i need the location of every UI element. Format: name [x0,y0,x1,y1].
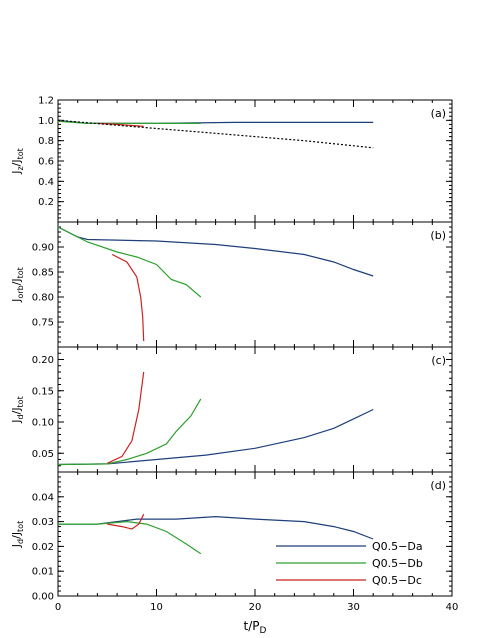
ytick-label-c: 0.10 [32,418,54,429]
series-d-q0-5-db [58,520,202,555]
ytick-label-a: 0.6 [38,157,54,168]
xtick-label: 0 [55,602,61,613]
panel-b-frame [57,221,453,348]
xtick-label: 10 [150,602,163,613]
ytick-label-a: 0.2 [38,197,54,208]
xtick-label: 30 [347,602,360,613]
ytick-label-d: 0.02 [32,542,54,553]
panel-tag-d: (d) [430,479,446,492]
series-b-q0-5-dc [111,253,145,342]
ytick-label-b: 0.75 [32,318,54,329]
ytick-label-a: 0.4 [38,177,54,188]
series-d-q0-5-da [58,515,374,540]
ytick-label-a: 1.0 [38,116,54,127]
panel-c: 0.05 0.10 0.15 0.20 (c) Jd/Jtot [10,346,453,473]
ytick-label-b: 0.85 [32,268,54,279]
ytick-label-c: 0.20 [32,355,54,366]
ytick-label-c: 0.05 [32,449,54,460]
chart-panels: 0.2 0.4 0.6 0.8 1.0 1.2 (a) Jz/Jtot 0.75 0.80 0.85… [10,96,453,603]
series-b-q0-5-da [57,226,374,277]
xtick-label: 20 [249,602,262,613]
ytick-label-a: 0.8 [38,136,54,147]
legend-label: Q0.5−Dc [372,574,422,587]
y-axis-label-b: Jorb/Jtot [10,267,25,303]
series-a-q0-5-db [57,120,201,124]
ytick-label-d: 0.03 [32,517,54,528]
y-axis-label-c: Jd/Jtot [10,396,25,423]
panel-a-frame [57,99,453,223]
panel-d: 0.00 0.01 0.02 0.03 0.04 (d) Jd/Jtot [10,471,453,603]
x-axis-label: t/PD [244,619,267,636]
y-axis-label-d: Jd/Jtot [10,521,25,548]
series-c-q0-5-db [57,398,202,466]
panel-b: 0.75 0.80 0.85 0.90 (b) Jorb/Jtot [10,221,453,348]
panel-tag-b: (b) [430,229,446,242]
xtick-label: 40 [446,602,459,613]
ytick-label-b: 0.80 [32,293,54,304]
ytick-label-a: 1.2 [38,96,54,107]
series-c-q0-5-dc [107,371,145,464]
series-c-q0-5-da [57,408,374,466]
legend-label: Q0.5−Db [372,557,423,570]
series-a-dotted-reference [57,119,374,149]
series-b-q0-5-db [57,226,202,298]
y-axis-label-a: Jz/Jtot [10,148,25,175]
ytick-label-d: 0.04 [32,492,54,503]
legend: Q0.5−Da Q0.5−Db Q0.5−Dc [276,540,423,587]
series-d-q0-5-dc [107,513,145,530]
ytick-label-b: 0.90 [32,243,54,254]
panel-c-frame [57,346,453,473]
series-a-q0-5-dc [97,122,144,127]
panel-tag-c: (c) [431,354,446,367]
ytick-label-d: 0.01 [32,567,54,578]
x-axis: 0 10 20 30 40 [55,602,459,613]
panel-tag-a: (a) [431,107,446,120]
ytick-label-c: 0.15 [32,386,54,397]
legend-label: Q0.5−Da [372,540,423,553]
ytick-label-d: 0.00 [32,592,54,603]
panel-a: 0.2 0.4 0.6 0.8 1.0 1.2 (a) Jz/Jtot [10,96,453,223]
